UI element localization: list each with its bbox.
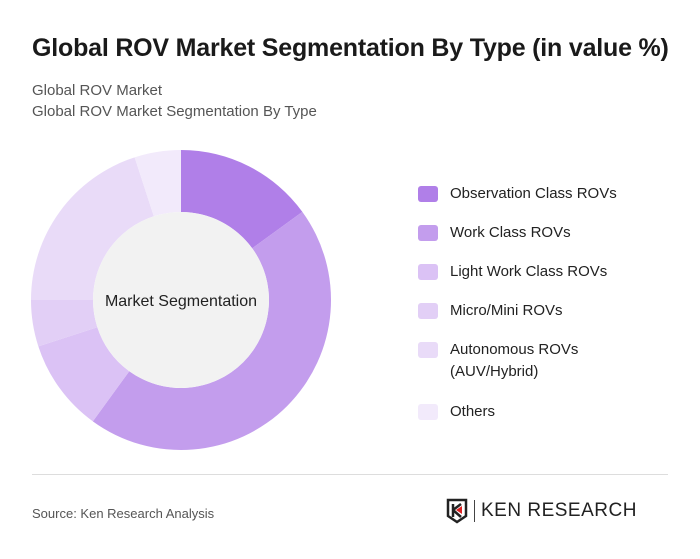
legend-label: Others <box>450 403 496 420</box>
legend-swatch <box>418 404 438 420</box>
legend-label: Observation Class ROVs <box>450 185 617 202</box>
legend-label: Autonomous ROVs (AUV/Hybrid) <box>450 341 579 380</box>
donut-center <box>93 212 269 388</box>
donut-slice-micro-mini-rovs <box>31 300 98 347</box>
ken-logo-icon <box>446 498 468 524</box>
donut-slice-observation-class-rovs <box>181 150 303 249</box>
subtitle-segmentation: Global ROV Market Segmentation By Type <box>32 103 317 120</box>
center-label: Market Segmentation <box>105 293 257 310</box>
donut-slice-light-work-class-rovs <box>38 327 130 422</box>
legend-label: Work Class ROVs <box>450 224 571 241</box>
donut-slice-others <box>134 150 181 217</box>
legend-label: Micro/Mini ROVs <box>450 302 563 319</box>
legend-swatch <box>418 342 438 358</box>
subtitle-market: Global ROV Market <box>32 82 163 99</box>
donut-slice-autonomous-rovs-auv-hybrid- <box>31 157 154 300</box>
source-text: Source: Ken Research Analysis <box>32 506 215 521</box>
donut-slice-work-class-rovs <box>92 211 331 450</box>
divider <box>32 474 668 475</box>
legend-swatch <box>418 225 438 241</box>
legend-swatch <box>418 303 438 319</box>
donut-chart: Market Segmentation <box>31 150 331 450</box>
legend-swatch <box>418 186 438 202</box>
legend-label: Light Work Class ROVs <box>450 263 608 280</box>
chart-title: Global ROV Market Segmentation By Type (… <box>32 34 669 62</box>
ken-research-logo: KEN RESEARCH <box>446 498 637 524</box>
legend-swatch <box>418 264 438 280</box>
logo-text: KEN RESEARCH <box>481 500 637 521</box>
